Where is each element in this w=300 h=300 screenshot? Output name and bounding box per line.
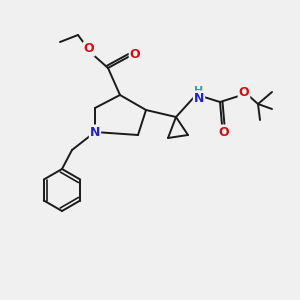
- Text: N: N: [90, 125, 100, 139]
- Text: O: O: [84, 43, 94, 56]
- Text: H: H: [194, 86, 204, 96]
- Text: O: O: [219, 125, 229, 139]
- Text: O: O: [130, 49, 140, 62]
- Text: O: O: [239, 86, 249, 100]
- Text: N: N: [194, 92, 204, 104]
